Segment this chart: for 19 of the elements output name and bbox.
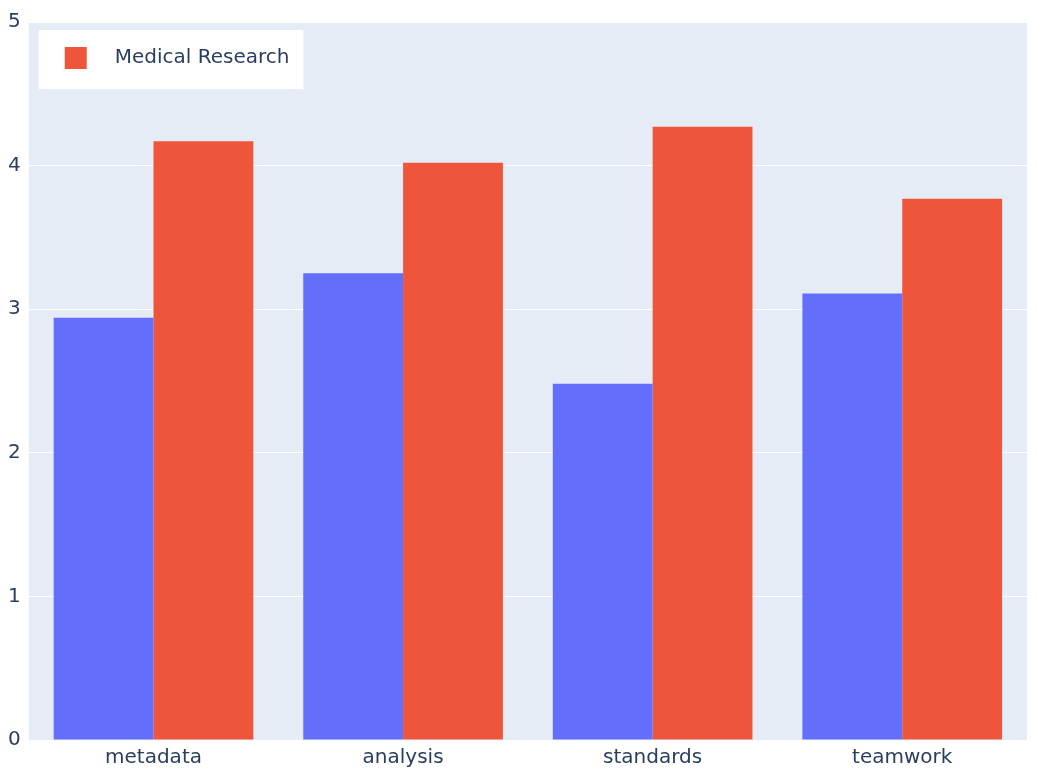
bar (802, 293, 903, 740)
bar (652, 126, 753, 740)
y-tick-label: 5 (7, 8, 21, 33)
bar (552, 383, 653, 740)
bar (902, 198, 1003, 740)
y-tick-label: 0 (7, 726, 21, 751)
y-tick-label: 2 (7, 439, 21, 463)
bar (153, 141, 254, 740)
x-tick-label: analysis (362, 744, 444, 769)
y-tick-label: 1 (7, 582, 21, 607)
bar (303, 273, 404, 740)
legend-label: Medical Research (114, 44, 290, 69)
bar (403, 162, 503, 740)
x-tick-label: teamwork (852, 744, 953, 769)
y-tick-label: 4 (7, 151, 21, 176)
y-tick-label: 3 (7, 295, 21, 320)
x-tick-label: standards (603, 744, 703, 769)
x-tick-label: metadata (105, 744, 202, 769)
bar (53, 317, 154, 740)
